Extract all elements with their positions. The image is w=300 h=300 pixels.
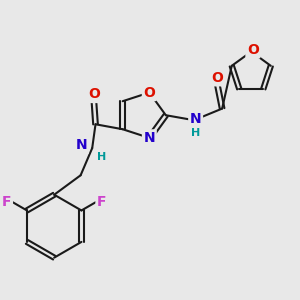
- Text: O: O: [143, 85, 155, 100]
- Text: O: O: [247, 43, 259, 57]
- Text: H: H: [97, 152, 106, 162]
- Text: F: F: [2, 195, 11, 209]
- Text: F: F: [97, 195, 106, 209]
- Text: N: N: [76, 139, 87, 152]
- Text: N: N: [190, 112, 201, 125]
- Text: H: H: [191, 128, 200, 138]
- Text: O: O: [211, 71, 223, 85]
- Text: N: N: [143, 131, 155, 145]
- Text: O: O: [88, 88, 100, 101]
